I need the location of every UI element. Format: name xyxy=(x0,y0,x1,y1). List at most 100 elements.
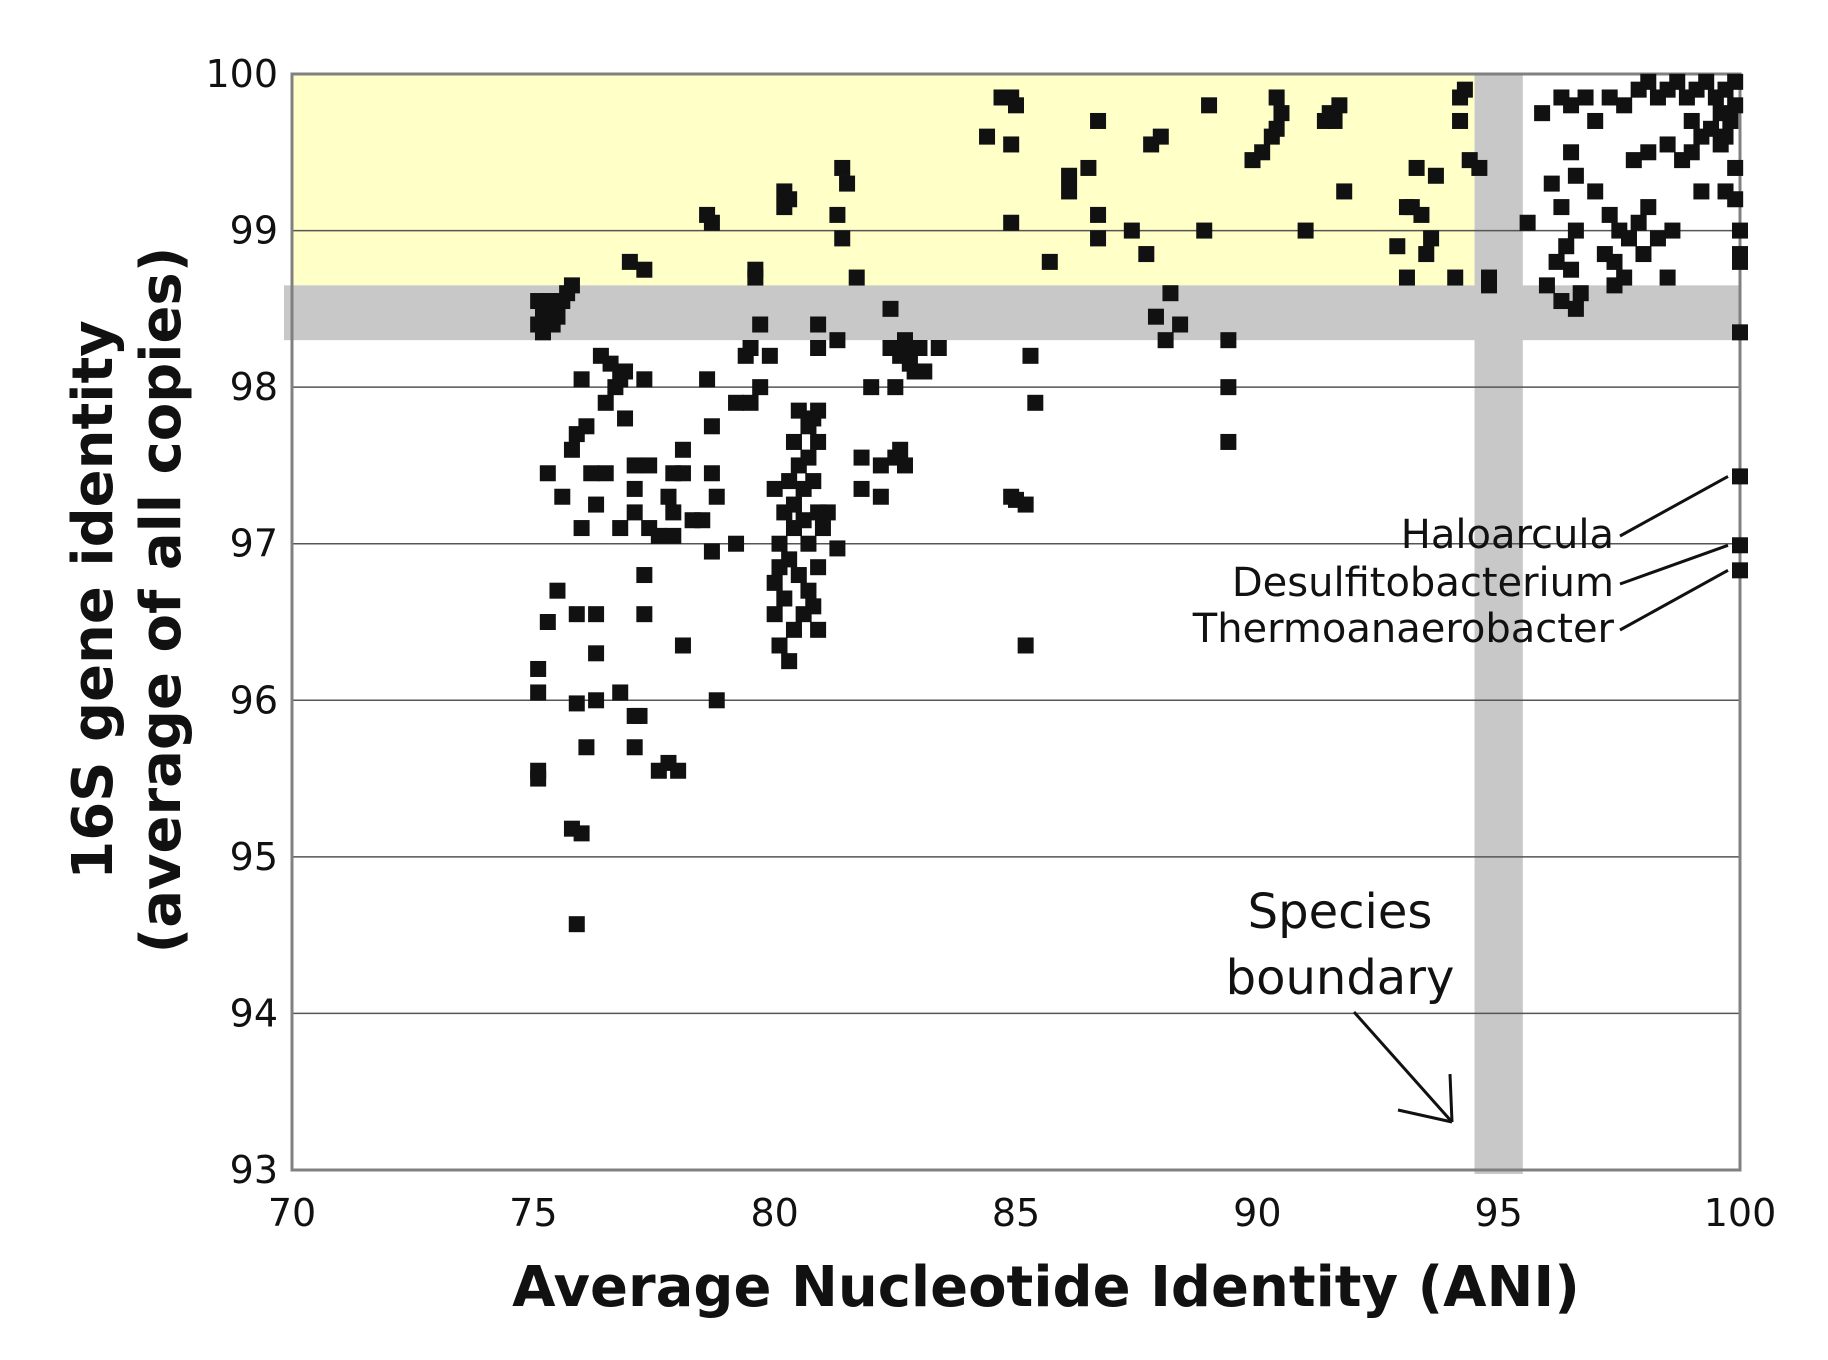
data-point xyxy=(1268,89,1285,106)
data-point xyxy=(1331,97,1348,114)
region-highlight xyxy=(292,74,1475,286)
data-point xyxy=(563,441,580,458)
species-boundary-label-line-1: Species xyxy=(1248,884,1433,940)
data-point xyxy=(814,520,831,537)
data-point xyxy=(1630,214,1647,231)
data-point xyxy=(1008,97,1024,114)
data-point xyxy=(1567,222,1584,239)
data-point xyxy=(1674,152,1691,169)
data-point xyxy=(766,574,783,591)
data-point xyxy=(568,426,585,443)
y-tick-label: 96 xyxy=(230,678,278,722)
data-point xyxy=(607,379,624,396)
data-point xyxy=(1138,246,1155,263)
data-point xyxy=(1567,167,1584,184)
x-tick-label: 95 xyxy=(1474,1191,1522,1235)
data-point xyxy=(1456,81,1473,98)
data-point xyxy=(708,488,725,505)
data-point xyxy=(1712,105,1729,122)
data-point xyxy=(617,363,634,380)
data-point xyxy=(1727,73,1744,90)
species-boundary-label-line-2: boundary xyxy=(1226,950,1455,1006)
data-point xyxy=(588,496,605,513)
data-point xyxy=(872,457,889,474)
data-point xyxy=(554,488,571,505)
data-point xyxy=(573,371,590,388)
data-point xyxy=(805,598,822,615)
data-point xyxy=(1732,222,1748,239)
data-point xyxy=(1553,199,1570,216)
data-point xyxy=(1423,230,1440,247)
data-point xyxy=(694,512,711,529)
data-point xyxy=(1041,253,1058,270)
data-point xyxy=(785,496,802,513)
data-point xyxy=(853,449,870,466)
data-point xyxy=(810,621,827,638)
data-point xyxy=(810,316,827,333)
data-point xyxy=(1196,222,1213,239)
data-point xyxy=(1452,112,1469,129)
data-point xyxy=(660,488,677,505)
data-point xyxy=(1027,394,1044,411)
data-point xyxy=(911,340,928,356)
data-point xyxy=(1080,159,1097,176)
annotation-label: Haloarcula xyxy=(1401,512,1614,558)
data-point xyxy=(1152,128,1169,145)
data-point xyxy=(636,567,653,584)
data-point xyxy=(896,332,913,349)
data-point xyxy=(1587,112,1604,129)
data-point xyxy=(530,660,547,677)
data-point xyxy=(863,379,880,396)
data-point xyxy=(1538,277,1555,294)
data-point xyxy=(1669,73,1686,90)
data-point xyxy=(810,433,827,450)
data-point xyxy=(1732,468,1748,485)
data-point xyxy=(703,214,720,231)
y-tick-label: 93 xyxy=(230,1148,278,1192)
data-point xyxy=(1640,73,1657,90)
data-point xyxy=(1567,300,1584,317)
data-point xyxy=(1664,222,1681,239)
data-point xyxy=(1090,230,1107,247)
x-tick-label: 90 xyxy=(1233,1191,1281,1235)
data-point xyxy=(810,559,827,576)
data-point xyxy=(1447,269,1464,286)
data-point xyxy=(539,293,556,310)
data-point xyxy=(1703,120,1720,137)
data-point xyxy=(728,394,745,411)
data-point xyxy=(848,269,865,286)
data-point xyxy=(1220,433,1237,450)
data-point xyxy=(1727,159,1744,176)
data-point xyxy=(626,457,643,474)
data-point xyxy=(650,527,667,544)
data-point xyxy=(1683,112,1700,129)
data-point xyxy=(1601,206,1618,223)
data-point xyxy=(626,739,643,756)
data-point xyxy=(1727,97,1744,114)
data-point xyxy=(597,465,614,482)
data-points xyxy=(530,73,1748,933)
data-point xyxy=(728,535,745,552)
data-point xyxy=(703,465,720,482)
data-point xyxy=(703,418,720,435)
data-point xyxy=(670,762,687,779)
data-point xyxy=(1017,496,1034,513)
data-point xyxy=(1717,183,1734,200)
data-point xyxy=(853,480,870,497)
data-point xyxy=(578,739,595,756)
x-tick-labels: 70 75 80 85 90 95 100 xyxy=(268,1191,1776,1235)
annotation-leader-line xyxy=(1619,543,1729,586)
data-point xyxy=(1061,183,1078,200)
data-point xyxy=(588,692,605,709)
data-point xyxy=(568,916,585,933)
data-point xyxy=(1534,105,1551,122)
data-point xyxy=(1254,144,1271,161)
annotation-layer: HaloarculaDesulfitobacteriumThermoanaero… xyxy=(1192,475,1729,652)
data-point xyxy=(1558,238,1575,255)
data-point xyxy=(766,480,783,497)
data-point xyxy=(810,402,827,419)
data-point xyxy=(1553,293,1570,310)
data-point xyxy=(612,684,629,701)
region-boundary-band-vertical xyxy=(1474,74,1523,1174)
